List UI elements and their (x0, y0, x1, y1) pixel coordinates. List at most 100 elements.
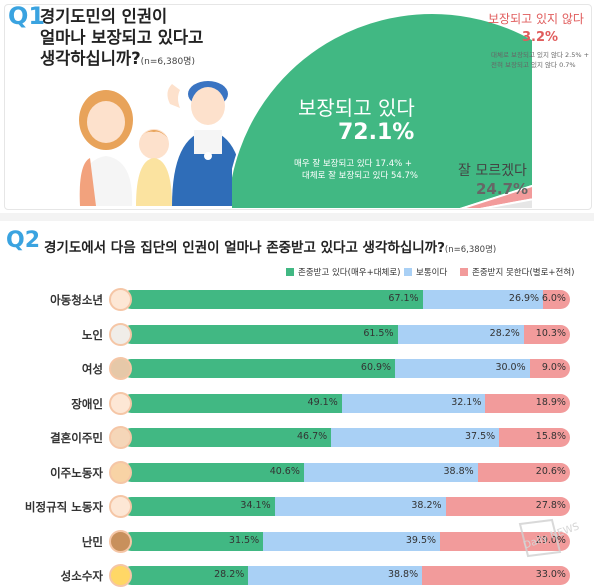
bar-segment-neutral: 32.1% (341, 393, 486, 413)
bar-segment-not-respected: 29.0% (440, 531, 570, 551)
bar-segment-not-respected: 15.8% (499, 428, 570, 447)
stacked-bar: 49.1% 32.1% 18.9% (122, 393, 570, 413)
bar-value-label: 40.6% (269, 465, 300, 477)
group-face-icon (109, 357, 132, 380)
bar-segment-respected: 31.5% (122, 531, 264, 551)
bar-value-label: 6.0% (541, 293, 566, 304)
category-label: 장애인 (71, 396, 103, 411)
bar-value-label: 15.8% (535, 431, 566, 442)
legend-swatch-red (460, 268, 468, 276)
daily-news-watermark: Daily NEWS (518, 518, 581, 558)
family-illustration (79, 81, 244, 206)
bar-segment-not-respected: 20.6% (477, 462, 570, 482)
bar-segment-respected: 60.9% (122, 359, 396, 378)
donut-slice-dont-know (480, 198, 532, 208)
category-label: 성소수자 (60, 569, 103, 583)
q2-title: 경기도에서 다음 집단의 인권이 얼마나 존중받고 있다고 생각하십니까?(n=… (44, 236, 496, 256)
bar-value-label: 39.5% (405, 534, 437, 546)
legend-label-neutral: 보통이다 (416, 268, 448, 278)
legend-item-respected: 존중받고 있다(매우+대체로) (286, 266, 400, 278)
stacked-bar: 60.9% 30.0% 9.0% (122, 359, 570, 378)
bar-segment-not-respected: 27.8% (445, 497, 570, 516)
q1-not-guaranteed-detail-1: 대체로 보장되고 있지 않다 2.5% + (491, 51, 590, 59)
q1-guaranteed-pct: 72.1% (338, 120, 415, 145)
bar-value-label: 20.6% (535, 465, 566, 477)
bar-value-label: 67.1% (388, 293, 419, 304)
group-face-icon (109, 495, 132, 518)
q1-sample-size: (n=6,380명) (140, 57, 195, 67)
bar-segment-not-respected: 6.0% (541, 290, 570, 309)
bar-segment-respected: 28.2% (122, 566, 249, 585)
bar-value-label: 60.9% (360, 362, 392, 373)
q1-donut-chart (232, 12, 532, 208)
q1-not-guaranteed-pct: 3.2% (522, 30, 559, 45)
bar-value-label: 28.2% (214, 569, 245, 580)
q1-title-line-1: 경기도민의 인권이 (40, 7, 168, 26)
category-label: 여성 (81, 362, 103, 376)
legend-item-neutral: 보통이다 (404, 266, 447, 278)
bar-segment-neutral: 37.5% (331, 428, 500, 447)
bar-segment-neutral: 38.8% (303, 462, 478, 482)
stacked-bar: 34.1% 38.2% 27.8% (122, 497, 570, 516)
legend-label-respected: 존중받고 있다(매우+대체로) (298, 268, 401, 278)
bar-segment-not-respected: 10.3% (523, 324, 570, 344)
q1-section: Q1 경기도민의 인권이 얼마나 보장되고 있다고 생각하십니까?(n=6,38… (0, 0, 594, 210)
bar-value-label: 38.8% (443, 465, 474, 477)
bar-value-label: 28.2% (489, 327, 520, 339)
donut-slice-guaranteed (232, 12, 532, 208)
q2-title-text: 경기도에서 다음 집단의 인권이 얼마나 존중받고 있다고 생각하십니까? (44, 240, 445, 256)
q1-dontknow-label: 잘 모르겠다 (458, 163, 527, 179)
bar-segment-not-respected: 33.0% (422, 566, 570, 585)
bar-segment-respected: 67.1% (122, 290, 423, 309)
bar-segment-neutral: 38.2% (274, 497, 446, 516)
legend-item-not-respected: 존중받지 못한다(별로+전혀) (460, 266, 574, 278)
bar-value-label: 34.1% (240, 500, 271, 511)
stacked-bar: 31.5% 39.5% 29.0% (122, 531, 570, 551)
q1-title: 경기도민의 인권이 얼마나 보장되고 있다고 생각하십니까?(n=6,380명) (40, 6, 270, 73)
bar-value-label: 37.5% (465, 431, 496, 442)
bar-value-label: 27.8% (535, 500, 566, 511)
q1-not-guaranteed-label: 보장되고 있지 않다 (488, 12, 584, 26)
bar-value-label: 10.3% (535, 327, 566, 339)
bar-segment-respected: 46.7% (122, 428, 332, 447)
stacked-bar: 61.5% 28.2% 10.3% (122, 324, 570, 344)
category-label: 난민 (81, 534, 103, 549)
q1-title-line-3-text: 생각하십니까? (40, 49, 141, 68)
group-face-icon (109, 564, 132, 587)
bar-segment-not-respected: 9.0% (529, 359, 570, 378)
section-divider (0, 213, 594, 221)
bar-value-label: 61.5% (363, 327, 394, 339)
bar-value-label: 33.0% (535, 569, 566, 580)
category-label: 비정규직 노동자 (24, 500, 103, 514)
group-face-icon (109, 391, 132, 415)
group-face-icon (109, 460, 132, 484)
group-face-icon (109, 288, 132, 311)
category-label: 아동청소년 (50, 293, 103, 307)
watermark-text: Daily NEWS (522, 521, 581, 551)
q1-title-line-2: 얼마나 보장되고 있다고 (40, 28, 204, 47)
bar-value-label: 49.1% (307, 396, 338, 408)
bar-value-label: 29.0% (535, 534, 566, 546)
q1-number: Q1 (8, 2, 46, 30)
bar-value-label: 26.9% (508, 293, 540, 304)
bar-value-label: 9.0% (541, 362, 566, 373)
group-face-icon (109, 426, 132, 449)
stacked-bar: 46.7% 37.5% 15.8% (122, 428, 570, 447)
q1-guaranteed-detail-1: 매우 잘 보장되고 있다 17.4% + (294, 159, 413, 169)
bar-value-label: 38.8% (387, 569, 419, 580)
bar-segment-respected: 61.5% (122, 324, 398, 344)
bar-segment-neutral: 39.5% (263, 531, 441, 551)
stacked-bar: 28.2% 38.8% 33.0% (122, 566, 570, 585)
category-label: 이주노동자 (50, 465, 103, 480)
q1-dontknow-pct: 24.7% (476, 180, 529, 198)
q2-number: Q2 (6, 228, 41, 253)
bar-segment-neutral: 28.2% (397, 324, 524, 344)
bar-segment-not-respected: 18.9% (485, 393, 570, 413)
stacked-bar: 67.1% 26.9% 6.0% (122, 290, 570, 309)
bar-segment-neutral: 30.0% (395, 359, 530, 378)
group-face-icon (109, 322, 132, 346)
q1-title-line-3: 생각하십니까?(n=6,380명) (40, 48, 270, 73)
bar-segment-neutral: 38.8% (248, 566, 423, 585)
bar-value-label: 18.9% (535, 396, 566, 408)
category-label: 결혼이주민 (50, 431, 103, 445)
